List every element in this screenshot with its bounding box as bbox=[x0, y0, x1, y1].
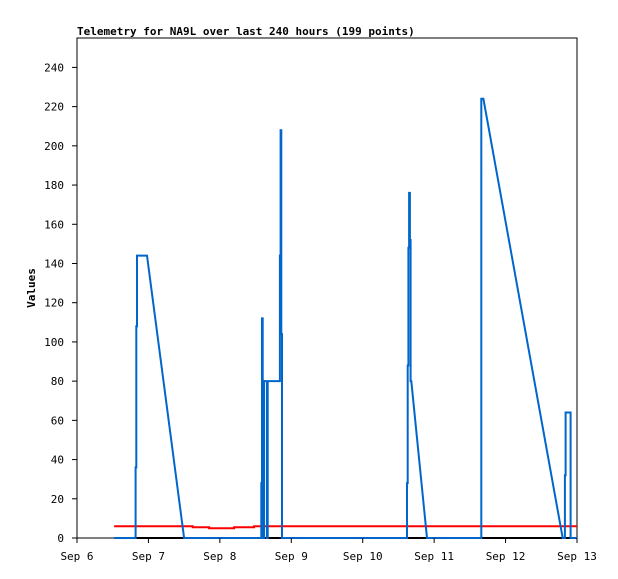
y-tick-label: 200 bbox=[44, 140, 64, 153]
x-tick-label: Sep 11 bbox=[414, 550, 454, 563]
y-tick-label: 40 bbox=[51, 454, 64, 467]
y-tick-label: 180 bbox=[44, 179, 64, 192]
y-tick-label: 0 bbox=[57, 532, 64, 545]
y-tick-label: 220 bbox=[44, 101, 64, 114]
x-tick-label: Sep 6 bbox=[60, 550, 93, 563]
x-tick-label: Sep 7 bbox=[132, 550, 165, 563]
y-tick-label: 20 bbox=[51, 493, 64, 506]
blue-series-line bbox=[114, 97, 577, 539]
chart-title: Telemetry for NA9L over last 240 hours (… bbox=[77, 25, 415, 38]
y-axis: 0 20 40 60 80 100 120 140 160 180 200 220 240 bbox=[44, 61, 77, 545]
x-tick-label: Sep 10 bbox=[343, 550, 383, 563]
y-axis-label: Values bbox=[25, 268, 38, 308]
x-tick-label: Sep 13 bbox=[557, 550, 597, 563]
y-tick-label: 160 bbox=[44, 218, 64, 231]
y-tick-label: 100 bbox=[44, 336, 64, 349]
x-tick-label: Sep 12 bbox=[486, 550, 526, 563]
y-tick-label: 120 bbox=[44, 297, 64, 310]
x-tick-label: Sep 8 bbox=[203, 550, 236, 563]
x-axis: Sep 6 Sep 7 Sep 8 Sep 9 Sep 10 Sep 11 Sep 12 Se… bbox=[60, 538, 597, 563]
plot-area bbox=[76, 37, 578, 539]
x-tick-label: Sep 9 bbox=[275, 550, 308, 563]
y-tick-label: 240 bbox=[44, 61, 64, 74]
red-series-line bbox=[114, 525, 577, 530]
y-tick-label: 80 bbox=[51, 375, 64, 388]
y-tick-label: 60 bbox=[51, 414, 64, 427]
series-layer bbox=[114, 97, 577, 539]
y-tick-label: 140 bbox=[44, 257, 64, 270]
